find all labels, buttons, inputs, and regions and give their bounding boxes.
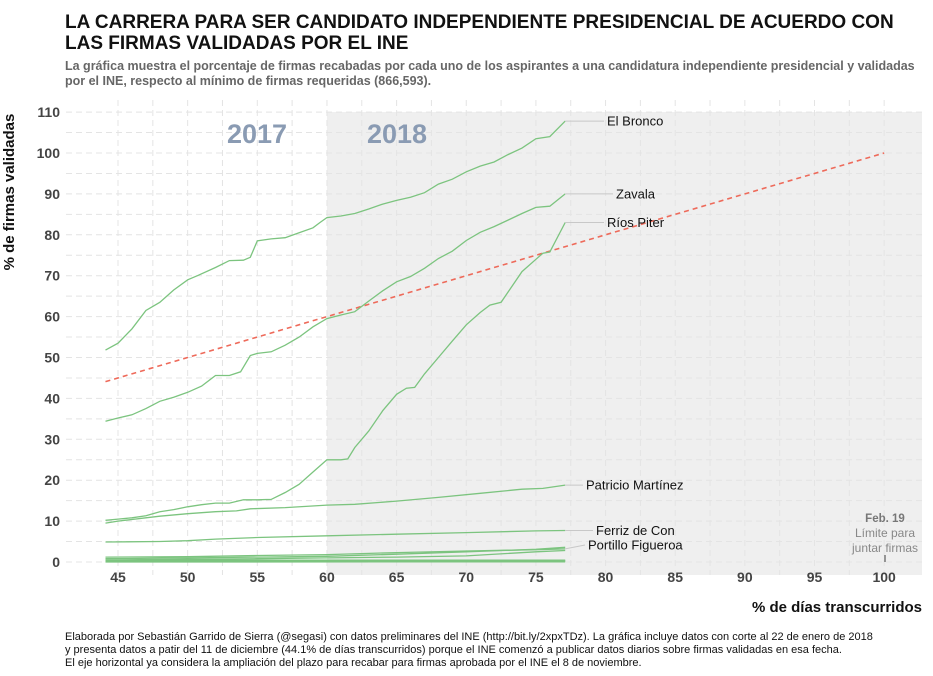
series-line bbox=[105, 484, 566, 524]
year-label-2018: 2018 bbox=[367, 119, 427, 149]
y-tick-label: 90 bbox=[44, 186, 60, 202]
shaded-region-2018 bbox=[326, 112, 922, 575]
y-tick-label: 70 bbox=[44, 268, 60, 284]
x-tick-label: 90 bbox=[737, 569, 753, 585]
x-tick-label: 55 bbox=[250, 569, 266, 585]
y-tick-label: 10 bbox=[44, 513, 60, 529]
x-axis-label: % de días transcurridos bbox=[752, 599, 922, 616]
x-tick-label: 80 bbox=[598, 569, 614, 585]
annotation-line-2: juntar firmas bbox=[851, 541, 918, 555]
series-line bbox=[105, 529, 566, 543]
y-tick-label: 20 bbox=[44, 472, 60, 488]
series-label: El Bronco bbox=[607, 114, 663, 129]
series-label: Patricio Martínez bbox=[586, 478, 684, 493]
x-tick-label: 75 bbox=[528, 569, 544, 585]
series-label: Portillo Figueroa bbox=[588, 538, 683, 553]
x-tick-label: 65 bbox=[389, 569, 405, 585]
annotation-line-1: Límite para bbox=[855, 526, 915, 540]
series-line bbox=[105, 222, 566, 521]
y-tick-label: 110 bbox=[37, 104, 60, 120]
series-line bbox=[105, 546, 566, 560]
y-tick-label: 30 bbox=[44, 431, 60, 447]
series-line bbox=[105, 549, 566, 561]
series-label: Ríos Piter bbox=[607, 215, 665, 230]
chart-title: LA CARRERA PARA SER CANDIDATO INDEPENDIE… bbox=[65, 12, 894, 54]
y-tick-label: 80 bbox=[44, 227, 60, 243]
x-tick-label: 85 bbox=[667, 569, 683, 585]
y-axis-label: % de firmas validadas bbox=[1, 114, 18, 271]
reference-line-dashed bbox=[105, 152, 885, 383]
annotation-title: Feb. 19 bbox=[865, 513, 905, 525]
y-tick-label: 40 bbox=[44, 390, 60, 406]
caption: Elaborada por Sebastián Garrido de Sierr… bbox=[65, 631, 933, 670]
series-line bbox=[105, 120, 566, 351]
y-tick-label: 60 bbox=[44, 309, 60, 325]
x-tick-label: 100 bbox=[872, 569, 896, 585]
x-tick-label: 95 bbox=[807, 569, 823, 585]
chart-subtitle: La gráfica muestra el porcentaje de firm… bbox=[65, 59, 915, 88]
x-tick-label: 70 bbox=[458, 569, 474, 585]
y-tick-label: 50 bbox=[44, 350, 60, 366]
y-tick-label: 0 bbox=[52, 554, 60, 570]
caption-line: y presenta datos a patir del 11 de dicie… bbox=[65, 644, 842, 656]
label-leader-line bbox=[565, 544, 586, 550]
series-label: Ferriz de Con bbox=[596, 523, 675, 538]
x-tick-label: 50 bbox=[180, 569, 196, 585]
year-label-2017: 2017 bbox=[227, 119, 287, 149]
series-label: Zavala bbox=[616, 186, 656, 201]
x-tick-label: 60 bbox=[319, 569, 335, 585]
y-tick-label: 100 bbox=[37, 145, 61, 161]
caption-line: El eje horizontal ya considera la amplia… bbox=[65, 657, 642, 669]
x-tick-label: 45 bbox=[110, 569, 126, 585]
caption-line: Elaborada por Sebastián Garrido de Sierr… bbox=[65, 631, 873, 643]
series-line bbox=[105, 193, 566, 422]
